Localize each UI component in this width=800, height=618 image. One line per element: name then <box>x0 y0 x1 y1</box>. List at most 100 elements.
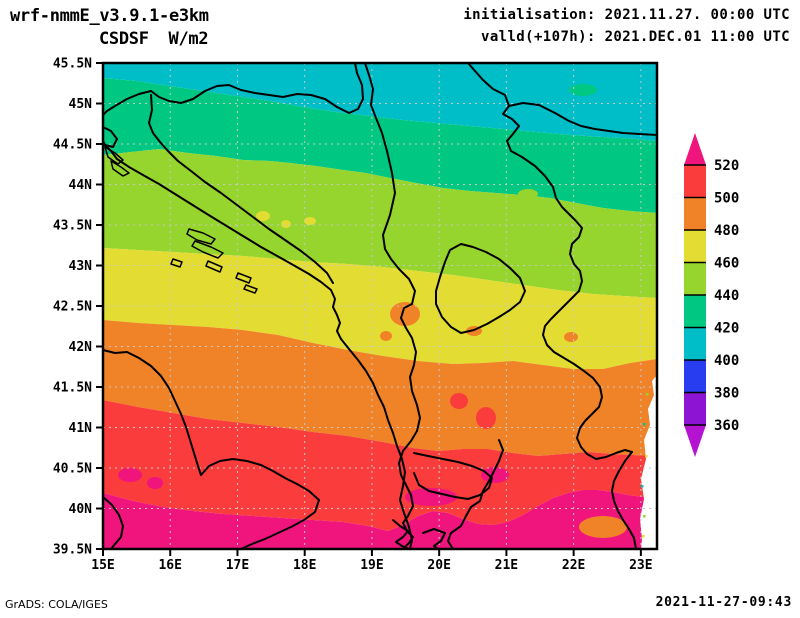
lon-tick-label: 18E <box>293 558 316 573</box>
contour-patch <box>518 189 538 199</box>
coast-italy-south <box>102 496 124 550</box>
contour-patch <box>564 332 578 342</box>
contour-patch <box>390 302 420 326</box>
coast-italy-adriatic <box>102 349 320 550</box>
contour-band <box>103 149 657 298</box>
contour-patch <box>380 331 392 341</box>
valid-time-text: valld(+107h): 2021.DEC.01 11:00 UTC <box>480 29 790 45</box>
lat-tick-label: 44N <box>69 178 93 193</box>
map-area: 15E 16E 17E 18E 19E 20E 21E 22E 23E 45.5N 45N 44.5N… <box>53 57 659 574</box>
contour-patch <box>579 516 627 538</box>
no-data-strip <box>640 375 657 549</box>
contour-fill-bands <box>103 63 657 549</box>
coast-istria <box>102 126 118 148</box>
colorbar-segment <box>684 327 706 360</box>
contour-band <box>103 78 657 213</box>
contour-patch <box>476 407 496 429</box>
contour-patch <box>147 477 163 489</box>
colorbar-level-label: 440 <box>714 288 739 304</box>
border-north-croatia-hungary <box>150 62 364 114</box>
lat-tick-label: 43.5N <box>53 219 92 234</box>
contour-patch <box>304 217 316 225</box>
contour-patch <box>256 211 270 221</box>
grads-credit: GrADS: COLA/IGES <box>5 598 108 611</box>
lat-tick-label: 42N <box>69 340 93 355</box>
contour-band <box>103 248 657 369</box>
edge-speckle <box>646 393 649 396</box>
model-title: wrf-nmmE_v3.9.1-e3km <box>10 6 209 26</box>
coast-adriatic-east <box>102 142 413 550</box>
contour-patch <box>481 467 509 483</box>
lon-tick-label: 23E <box>629 558 652 573</box>
lat-tick-label: 41.5N <box>53 381 92 396</box>
border-greece-bit <box>422 528 446 550</box>
colorbar-segment <box>684 165 706 198</box>
colorbar-level-label: 480 <box>714 223 739 239</box>
lon-tick-label: 17E <box>226 558 249 573</box>
contour-patch <box>118 468 142 482</box>
border-macedonia-greece <box>447 439 504 550</box>
edge-speckle <box>642 535 645 538</box>
initialisation-text: initialisation: 2021.11.27. 00:00 UTC <box>463 7 790 23</box>
colorbar-level-label: 520 <box>714 158 739 174</box>
lat-tick-label: 39.5N <box>53 543 92 558</box>
colorbar-level-label: 500 <box>714 191 739 207</box>
colorbar-segment <box>684 295 706 328</box>
border-macedonia <box>413 452 493 500</box>
colorbar-level-label: 400 <box>714 353 739 369</box>
contour-patch <box>405 488 457 506</box>
axis-ticks <box>96 62 642 556</box>
lon-tick-label: 22E <box>562 558 585 573</box>
variable-title: CSDSF W/m2 <box>99 29 209 49</box>
lon-tick-label: 19E <box>360 558 383 573</box>
colorbar-segment <box>684 230 706 263</box>
contour-patch <box>569 84 597 96</box>
contour-band <box>103 400 657 531</box>
edge-speckle <box>643 423 646 426</box>
edge-speckle <box>645 455 648 458</box>
colorbar-segment <box>684 197 706 230</box>
axis-labels: 15E 16E 17E 18E 19E 20E 21E 22E 23E 45.5N 45N 44.5N… <box>53 57 653 574</box>
contour-band <box>103 63 657 141</box>
border-albania-greece-squiggle <box>392 519 410 550</box>
colorbar-level-label: 360 <box>714 418 739 434</box>
border-croatia-bosnia <box>148 94 334 284</box>
lat-tick-label: 45.5N <box>53 57 92 72</box>
lat-tick-label: 40N <box>69 502 93 517</box>
colorbar-level-label: 420 <box>714 321 739 337</box>
lon-tick-label: 20E <box>427 558 450 573</box>
contour-band <box>103 320 657 456</box>
country-borders <box>102 62 658 550</box>
border-kosovo <box>435 243 526 334</box>
lat-tick-label: 44.5N <box>53 138 92 153</box>
islands-dalmatia <box>170 228 258 294</box>
no-data-polygon <box>640 375 657 549</box>
colorbar: 360 380 400 420 440 460 480 500 520 <box>684 133 739 457</box>
islands-kvarner <box>104 146 130 177</box>
lat-tick-label: 42.5N <box>53 300 92 315</box>
lon-tick-label: 15E <box>91 558 114 573</box>
border-romania-branch <box>508 102 658 136</box>
lon-tick-label: 16E <box>158 558 181 573</box>
border-bulgaria-greece <box>611 451 637 550</box>
lat-tick-label: 41N <box>69 421 93 436</box>
border-serbia-east-chain <box>467 62 633 460</box>
colorbar-segment <box>684 392 706 425</box>
colorbar-level-label: 460 <box>714 256 739 272</box>
border-slovenia-istria <box>102 90 152 116</box>
lat-tick-label: 43N <box>69 259 93 274</box>
contour-band <box>103 490 657 549</box>
lat-tick-label: 40.5N <box>53 462 92 477</box>
edge-speckle <box>641 485 644 488</box>
contour-patch <box>281 220 291 228</box>
edge-speckle <box>643 515 646 518</box>
lat-tick-label: 45N <box>69 97 93 112</box>
contour-patch <box>207 524 239 538</box>
colorbar-arrow-bottom <box>684 425 706 457</box>
border-danube-drina-south <box>364 62 421 550</box>
colorbar-segment <box>684 262 706 295</box>
lon-tick-label: 21E <box>495 558 518 573</box>
colorbar-level-label: 380 <box>714 386 739 402</box>
contour-patch <box>450 393 468 409</box>
